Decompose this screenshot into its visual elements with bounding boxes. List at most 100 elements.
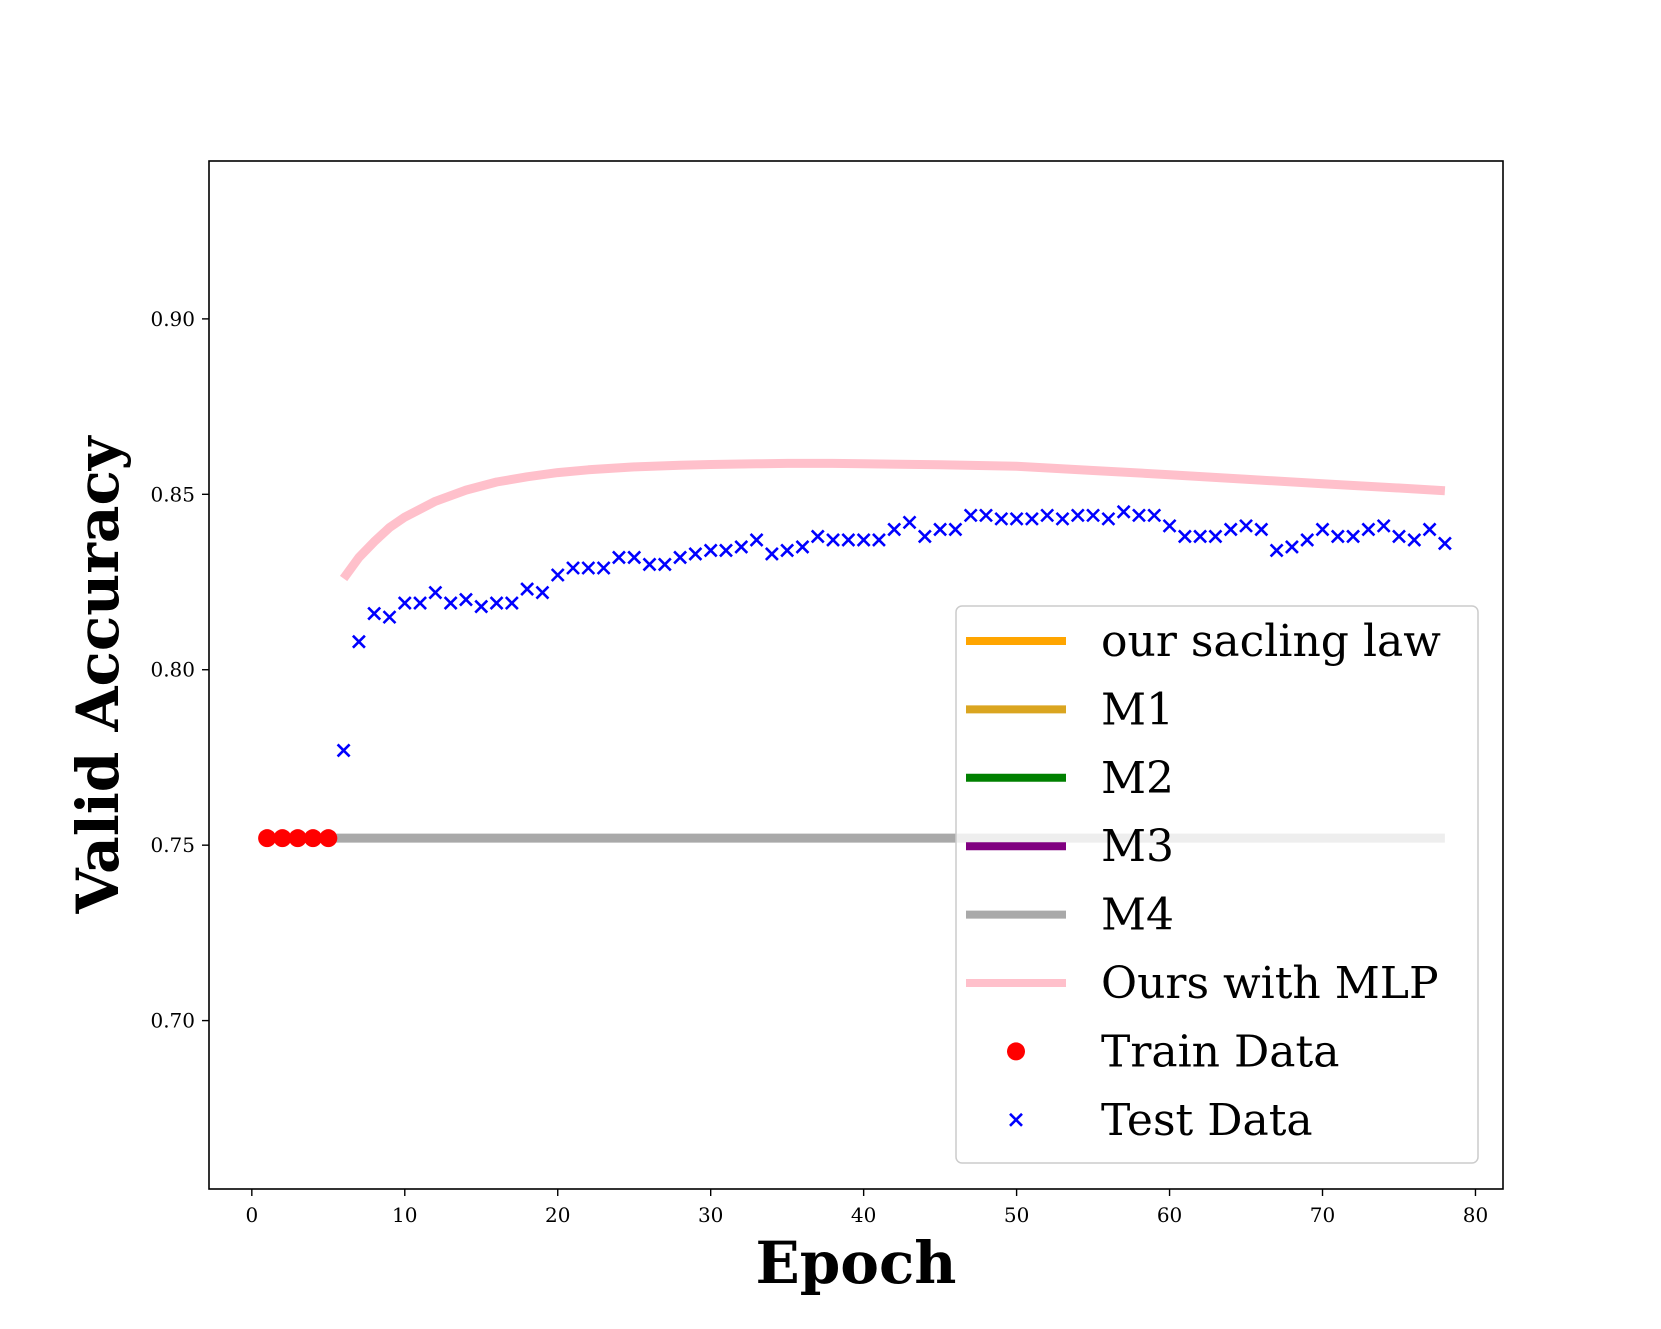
test-data-point	[1040, 508, 1055, 523]
y-tick-label: 0.80	[150, 658, 195, 682]
test-data-point	[566, 561, 580, 575]
test-data-point	[1208, 529, 1223, 544]
test-data-point	[764, 547, 779, 561]
test-data-point	[688, 547, 703, 561]
legend-label: Ours with MLP	[1101, 958, 1439, 1009]
test-data-point	[1086, 508, 1100, 523]
y-axis-ticks: 0.70 0.75 0.80 0.85 0.90	[150, 307, 209, 1033]
test-data-point	[1422, 522, 1437, 537]
test-data-point	[887, 522, 902, 537]
x-tick-label: 30	[698, 1203, 723, 1227]
test-data-point	[917, 529, 932, 544]
test-data-point	[856, 533, 871, 547]
test-data-point	[933, 522, 948, 537]
x-tick-label: 60	[1157, 1203, 1182, 1227]
test-data-point	[1009, 511, 1024, 526]
test-data-point	[780, 543, 795, 558]
train-data-point	[273, 829, 292, 848]
test-data-point	[657, 557, 672, 572]
legend-swatch	[1007, 1042, 1025, 1061]
x-tick-label: 50	[1004, 1203, 1029, 1227]
x-axis-title: Epoch	[756, 1229, 957, 1297]
test-data-point	[1300, 533, 1315, 547]
test-data-point	[581, 561, 596, 575]
test-data-point	[336, 743, 351, 758]
test-data-point	[474, 599, 489, 614]
y-tick-label: 0.90	[150, 307, 195, 331]
test-data-point	[1024, 511, 1039, 526]
test-data-point	[810, 529, 825, 544]
test-data-point	[994, 511, 1009, 526]
legend-swatch	[1009, 1112, 1023, 1127]
test-data-point	[489, 596, 504, 610]
legend-box	[955, 605, 1479, 1164]
test-data-point	[612, 550, 626, 565]
x-tick-label: 0	[245, 1203, 258, 1227]
test-data-point	[719, 543, 733, 558]
train-data-point	[288, 829, 307, 848]
test-data-point	[1239, 518, 1253, 533]
y-tick-label: 0.70	[150, 1009, 195, 1033]
test-data-point	[749, 533, 764, 547]
test-data-point	[397, 596, 412, 610]
test-data-point	[1285, 540, 1299, 554]
test-data-point	[948, 522, 963, 537]
test-data-point	[1437, 536, 1452, 551]
test-data-point	[1070, 508, 1085, 523]
legend-label: M3	[1101, 821, 1174, 872]
x-tick-label: 70	[1310, 1203, 1335, 1227]
x-tick-label: 40	[851, 1203, 876, 1227]
test-data-point	[596, 561, 611, 575]
test-data-point	[351, 634, 366, 649]
test-data-point	[1392, 529, 1406, 544]
test-data-point	[1101, 511, 1116, 526]
test-data-point	[1346, 529, 1361, 544]
test-data-point	[734, 540, 749, 554]
x-tick-label: 20	[545, 1203, 570, 1227]
test-data-point	[1269, 543, 1284, 558]
test-data-point	[1193, 529, 1208, 544]
legend-label: our sacling law	[1101, 616, 1441, 667]
test-data-point	[1132, 508, 1146, 523]
legend-label: Test Data	[1101, 1095, 1313, 1146]
test-data-point	[413, 596, 427, 610]
test-data-point	[1116, 504, 1131, 519]
test-data-point	[535, 585, 550, 600]
train-data-point	[304, 829, 323, 848]
y-tick-label: 0.85	[150, 482, 195, 506]
test-data-point	[902, 515, 917, 530]
test-data-point	[1177, 529, 1192, 544]
test-data-point	[1055, 511, 1070, 526]
test-data-point	[504, 596, 519, 610]
test-data-point	[1254, 522, 1269, 537]
plot-frame	[208, 160, 1504, 1190]
test-data-point	[1376, 518, 1391, 533]
test-data-point	[826, 533, 840, 547]
x-axis-ticks: 0 10 20 30 40 50 60 70 80	[245, 1189, 1488, 1227]
test-data-point	[382, 610, 397, 625]
test-data-point	[841, 533, 856, 547]
legend-label: M4	[1101, 890, 1174, 941]
test-data-point	[459, 592, 473, 607]
x-tick-label: 80	[1463, 1203, 1488, 1227]
test-data-point	[1162, 518, 1177, 533]
series-line-ours-with-mlp	[339, 458, 1446, 582]
y-tick-label: 0.75	[150, 833, 195, 857]
test-data-point	[673, 550, 688, 565]
y-axis-title: Valid Accuracy	[64, 434, 132, 914]
plot-area	[258, 458, 1452, 848]
test-data-point	[642, 557, 657, 572]
test-data-point	[795, 540, 810, 554]
legend: our sacling law M1 M2 M3 M4 Ours with MLP Trai…	[955, 605, 1479, 1164]
legend-label: M2	[1101, 753, 1174, 804]
test-data-point	[963, 508, 978, 523]
test-data-point	[1361, 522, 1376, 537]
test-data-point	[1147, 508, 1162, 523]
train-data-point	[319, 829, 338, 848]
test-data-point	[367, 606, 382, 621]
test-data-point	[872, 533, 886, 547]
test-data-point	[1223, 522, 1238, 537]
test-data-point	[703, 543, 718, 558]
test-data-point	[428, 585, 443, 600]
test-data-point	[1315, 522, 1330, 537]
